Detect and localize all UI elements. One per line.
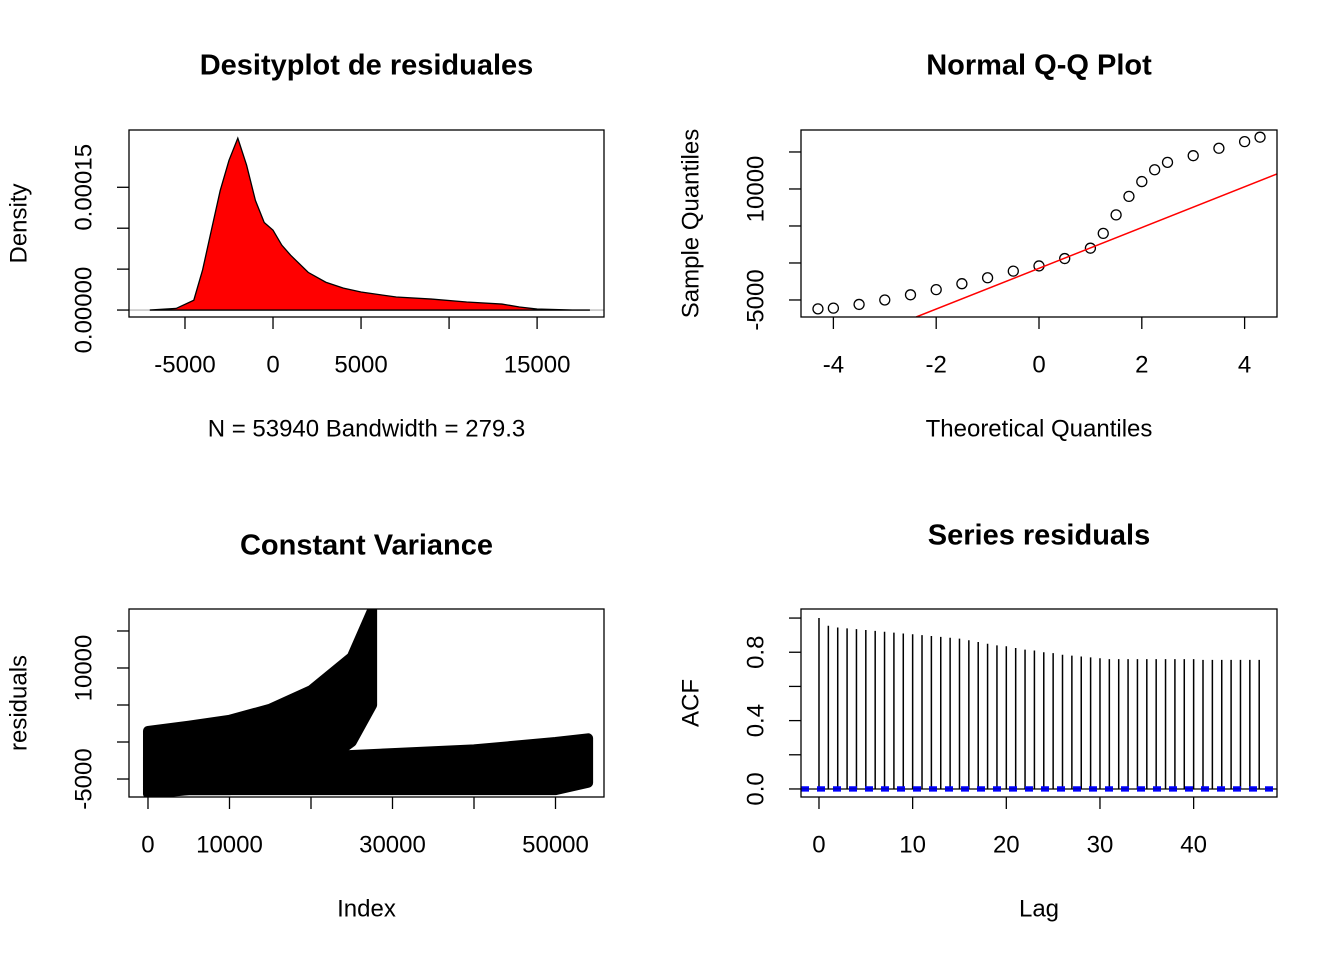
qq-point <box>853 298 865 311</box>
y-tick-label: 0.0 <box>742 772 769 805</box>
x-tick-label: 30000 <box>359 831 426 858</box>
x-tick-label: 4 <box>1238 351 1251 378</box>
qq-point <box>1254 131 1266 143</box>
residual-band <box>142 733 594 796</box>
x-tick-label: 10000 <box>196 831 263 858</box>
x-axis-label: Theoretical Quantiles <box>926 415 1153 442</box>
qq-line <box>915 173 1277 317</box>
x-tick-label: 0 <box>266 351 279 378</box>
qq-point <box>1123 190 1135 203</box>
qq-point <box>981 272 994 284</box>
plot-area <box>142 609 594 797</box>
plot-area <box>812 131 1277 317</box>
y-tick-label: 0.4 <box>742 704 769 737</box>
x-tick-label: 0 <box>812 831 825 858</box>
qq-point <box>1161 156 1174 168</box>
qq-point <box>1110 209 1122 221</box>
x-tick-label: -5000 <box>154 351 215 378</box>
y-tick-label: 0.8 <box>742 636 769 669</box>
qq-point <box>904 289 917 301</box>
plot-frame <box>128 129 605 318</box>
panel-title: Normal Q-Q Plot <box>926 50 1152 82</box>
plot-area <box>129 136 604 311</box>
x-tick-label: 2 <box>1135 351 1148 378</box>
qq-point <box>827 302 840 314</box>
y-axis-label: residuals <box>5 655 32 751</box>
x-tick-label: 50000 <box>522 831 589 858</box>
qq-point <box>879 294 891 306</box>
qq-point <box>812 303 824 315</box>
qq-point <box>1149 164 1161 176</box>
x-tick-label: 10 <box>899 831 926 858</box>
panel-title: Desityplot de residuales <box>200 50 534 82</box>
x-axis-label: Index <box>337 895 396 922</box>
qq-point <box>1059 252 1071 265</box>
x-tick-label: 40 <box>1180 831 1207 858</box>
qq-point <box>1136 175 1148 188</box>
x-tick-label: -4 <box>823 351 844 378</box>
x-tick-label: 0 <box>1032 351 1045 378</box>
x-tick-label: 0 <box>141 831 154 858</box>
panel-title: Constant Variance <box>240 530 493 562</box>
y-axis-label: Sample Quantiles <box>677 129 704 318</box>
x-axis-label: N = 53940 Bandwidth = 279.3 <box>208 415 526 442</box>
qq-point <box>930 283 942 296</box>
x-tick-label: 20 <box>993 831 1020 858</box>
x-tick-label: -2 <box>926 351 947 378</box>
plot-frame <box>800 608 1278 798</box>
qq-point <box>1213 142 1225 154</box>
y-axis-label: Density <box>5 183 32 263</box>
qq-point <box>1097 227 1109 240</box>
qq-point <box>1007 265 1019 277</box>
y-tick-label: -5000 <box>742 269 769 330</box>
plot-frame <box>800 129 1278 318</box>
plot-frame <box>128 608 605 798</box>
panel-title: Series residuals <box>928 520 1150 552</box>
y-axis-label: ACF <box>677 679 704 727</box>
qq-point <box>1187 150 1199 162</box>
x-tick-label: 15000 <box>504 351 571 378</box>
x-axis-label: Lag <box>1019 895 1059 922</box>
y-tick-label: -5000 <box>70 748 97 809</box>
qq-point <box>1084 242 1097 254</box>
density-area <box>149 136 590 311</box>
qq-point <box>1238 135 1251 148</box>
plot-area <box>801 618 1277 792</box>
y-tick-label: 10000 <box>70 635 97 702</box>
y-tick-label: 0.00015 <box>70 144 97 231</box>
y-tick-label: 0.00000 <box>70 267 97 354</box>
y-tick-label: 10000 <box>742 156 769 223</box>
qq-point <box>956 278 968 290</box>
x-tick-label: 30 <box>1087 831 1114 858</box>
x-tick-label: 5000 <box>334 351 387 378</box>
